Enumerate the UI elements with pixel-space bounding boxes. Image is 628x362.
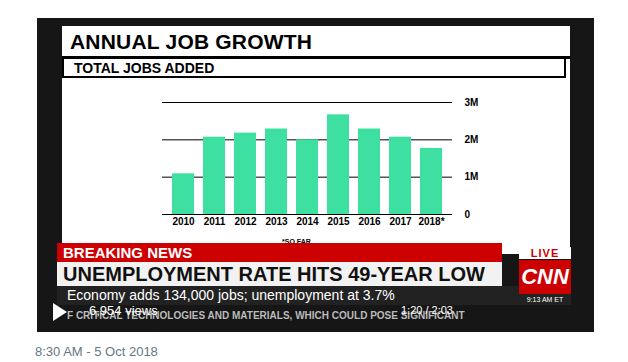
- svg-text:3M: 3M: [465, 97, 479, 108]
- html-text:CNN: CNN: [521, 264, 569, 289]
- svg-text:2013: 2013: [265, 216, 288, 227]
- html-text:UNEMPLOYMENT RATE HITS 49-YEAR: UNEMPLOYMENT RATE HITS 49-YEAR LOW: [63, 263, 485, 285]
- html-text:BREAKING NEWS: BREAKING NEWS: [63, 244, 193, 261]
- svg-text:2012: 2012: [234, 216, 257, 227]
- svg-text:2017: 2017: [389, 216, 412, 227]
- svg-text:0: 0: [465, 209, 471, 220]
- html-text:F CRITICAL TECHNOLOGIES AND MA: F CRITICAL TECHNOLOGIES AND MATERIALS, W…: [67, 310, 465, 321]
- svg-text:2018*: 2018*: [418, 216, 444, 227]
- svg-text:2015: 2015: [327, 216, 350, 227]
- html-text:Economy adds 134,000 jobs; une: Economy adds 134,000 jobs; unemployment …: [67, 287, 395, 303]
- svg-text:2016: 2016: [358, 216, 381, 227]
- html-text:TOTAL JOBS ADDED: TOTAL JOBS ADDED: [74, 60, 215, 76]
- html-text:8:30 AM - 5 Oct 2018: 8:30 AM - 5 Oct 2018: [35, 344, 158, 359]
- svg-text:2011: 2011: [204, 216, 226, 227]
- html-text:6,954 views: 6,954 views: [89, 303, 158, 318]
- svg-text:2014: 2014: [296, 216, 319, 227]
- html-text:1:20 / 2:03: 1:20 / 2:03: [401, 304, 453, 316]
- html-text:ANNUAL JOB GROWTH: ANNUAL JOB GROWTH: [70, 30, 313, 53]
- html-text:*SO FAR: *SO FAR: [282, 238, 311, 245]
- svg-text:2010: 2010: [172, 216, 195, 227]
- html-text:LIVE: LIVE: [530, 247, 560, 259]
- svg-text:1M: 1M: [465, 171, 479, 182]
- svg-text:2M: 2M: [465, 134, 479, 145]
- html-text:9:13 AM ET: 9:13 AM ET: [526, 296, 564, 303]
